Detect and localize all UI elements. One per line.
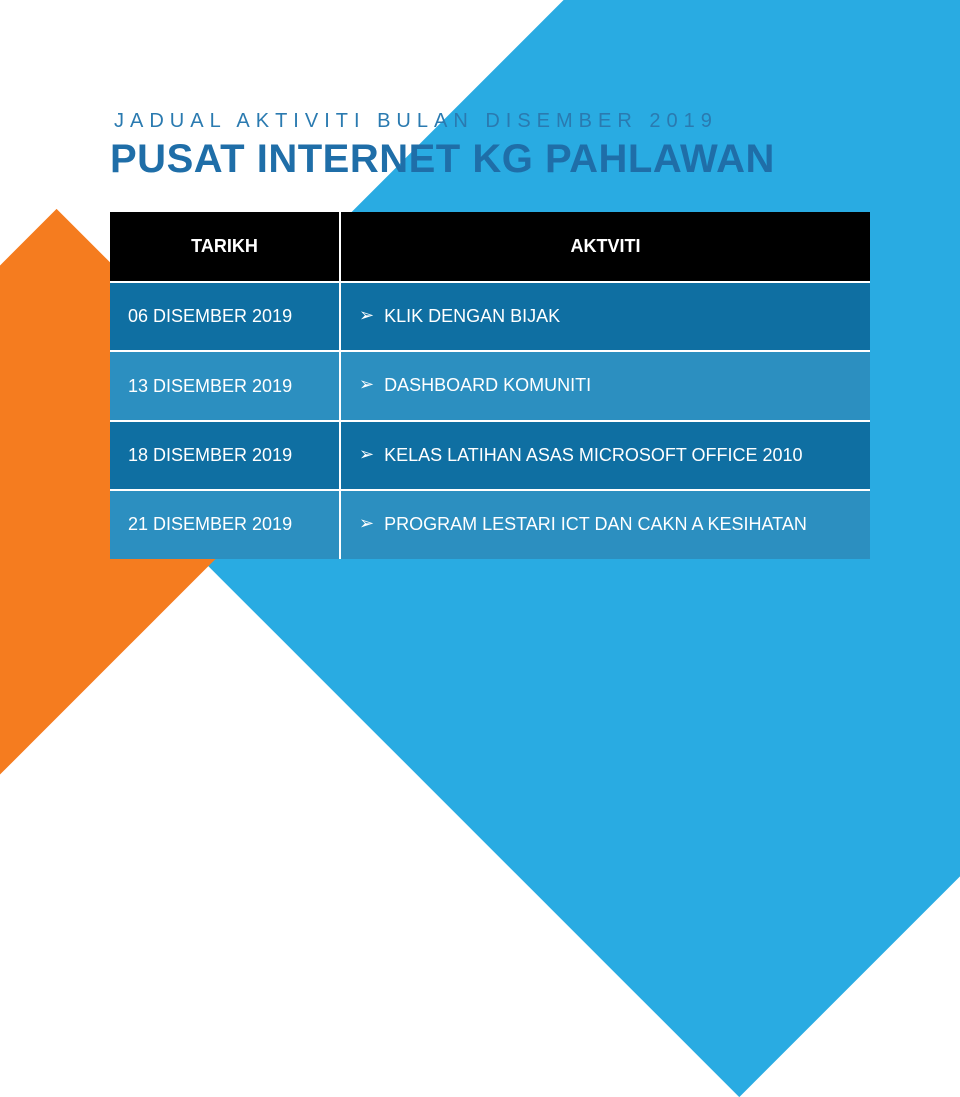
subtitle: JADUAL AKTIVITI BULAN DISEMBER 2019 — [114, 110, 870, 133]
col-header-activity: AKTVITI — [340, 212, 870, 282]
cell-activity: ➢ KLIK DENGAN BIJAK — [340, 282, 870, 351]
table-row: 13 DISEMBER 2019 ➢ DASHBOARD KOMUNITI — [110, 351, 870, 420]
cell-date: 13 DISEMBER 2019 — [110, 351, 340, 420]
cell-activity: ➢ KELAS LATIHAN ASAS MICROSOFT OFFICE 20… — [340, 421, 870, 490]
activity-text: PROGRAM LESTARI ICT DAN CAKN A KESIHATAN — [384, 513, 852, 536]
table-row: 21 DISEMBER 2019 ➢ PROGRAM LESTARI ICT D… — [110, 490, 870, 558]
activity-text: KELAS LATIHAN ASAS MICROSOFT OFFICE 2010 — [384, 444, 852, 467]
slide-content: JADUAL AKTIVITI BULAN DISEMBER 2019 PUSA… — [0, 0, 960, 559]
col-header-date: TARIKH — [110, 212, 340, 282]
page-title: PUSAT INTERNET KG PAHLAWAN — [110, 137, 870, 182]
schedule-table: TARIKH AKTVITI 06 DISEMBER 2019 ➢ KLIK D… — [110, 212, 870, 559]
cell-activity: ➢ DASHBOARD KOMUNITI — [340, 351, 870, 420]
bullet-icon: ➢ — [359, 374, 374, 395]
bullet-icon: ➢ — [359, 305, 374, 326]
activity-text: DASHBOARD KOMUNITI — [384, 374, 852, 397]
activity-text: KLIK DENGAN BIJAK — [384, 305, 852, 328]
bullet-icon: ➢ — [359, 444, 374, 465]
cell-date: 18 DISEMBER 2019 — [110, 421, 340, 490]
bullet-icon: ➢ — [359, 513, 374, 534]
table-row: 18 DISEMBER 2019 ➢ KELAS LATIHAN ASAS MI… — [110, 421, 870, 490]
table-row: 06 DISEMBER 2019 ➢ KLIK DENGAN BIJAK — [110, 282, 870, 351]
cell-activity: ➢ PROGRAM LESTARI ICT DAN CAKN A KESIHAT… — [340, 490, 870, 558]
table-header-row: TARIKH AKTVITI — [110, 212, 870, 282]
cell-date: 21 DISEMBER 2019 — [110, 490, 340, 558]
cell-date: 06 DISEMBER 2019 — [110, 282, 340, 351]
